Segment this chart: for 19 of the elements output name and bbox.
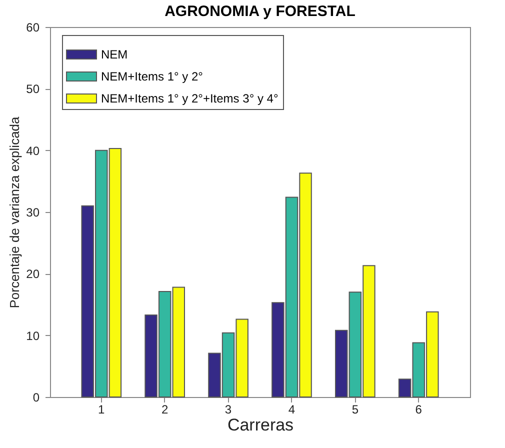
y-tick-label: 0 bbox=[32, 390, 40, 404]
x-tick-label: 4 bbox=[288, 402, 296, 416]
x-tick-label: 5 bbox=[352, 402, 359, 416]
legend-label: NEM bbox=[101, 48, 128, 62]
chart-title: AGRONOMIA y FORESTAL bbox=[164, 3, 356, 20]
y-tick-label: 40 bbox=[26, 144, 40, 158]
y-tick-label: 20 bbox=[26, 267, 40, 282]
x-tick-label: 2 bbox=[161, 402, 168, 416]
legend-label: NEM+Items 1° y 2°+Items 3° y 4° bbox=[101, 92, 278, 106]
y-tick-label: 30 bbox=[26, 206, 40, 220]
y-tick-label: 50 bbox=[26, 82, 40, 96]
x-tick-label: 3 bbox=[224, 402, 232, 416]
x-tick-label: 6 bbox=[415, 402, 422, 416]
legend-label: NEM+Items 1° y 2° bbox=[101, 70, 204, 84]
y-axis-title: Porcentaje de varianza explicada bbox=[7, 116, 22, 308]
x-axis-title: Carreras bbox=[227, 416, 294, 434]
y-tick-label: 60 bbox=[26, 20, 40, 34]
y-tick-label: 10 bbox=[26, 328, 40, 343]
x-tick-label: 1 bbox=[98, 402, 106, 416]
